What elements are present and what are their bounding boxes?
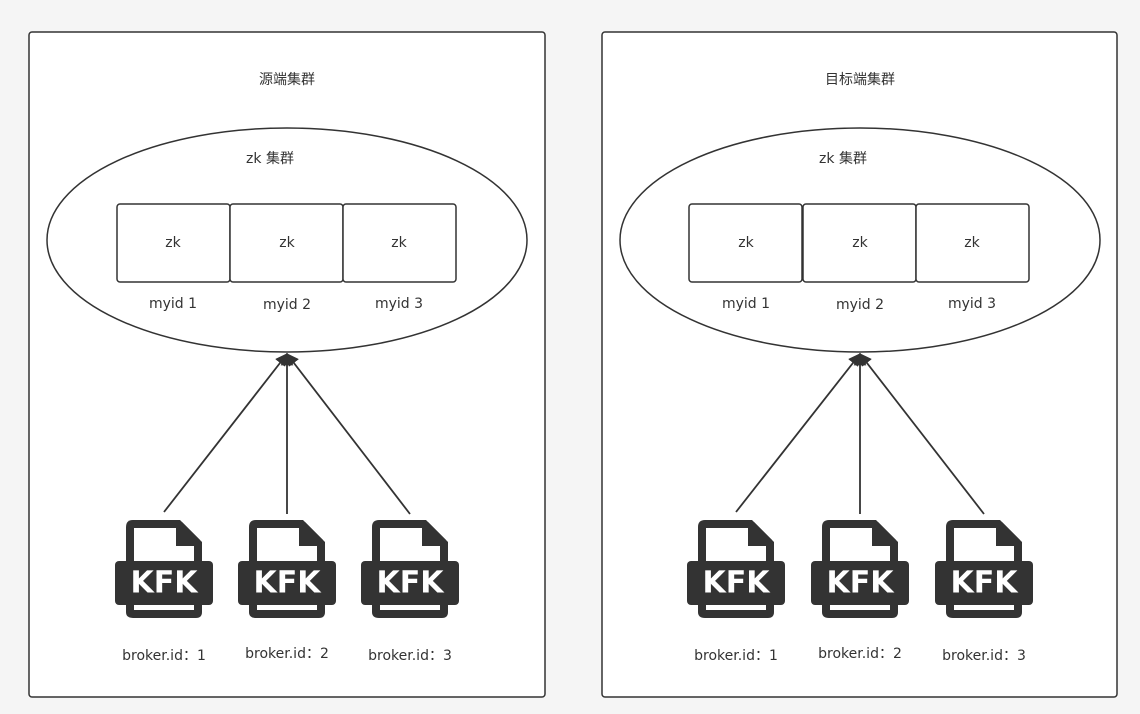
broker-node[interactable]: KFK broker.id：1: [687, 520, 785, 664]
zk-node-box: [688, 203, 803, 283]
cluster-title: 目标端集群: [825, 71, 895, 88]
broker-to-zk-arrow: [163, 353, 288, 513]
zk-node-label: zk: [852, 235, 868, 251]
kafka-icon-text: KFK: [131, 566, 200, 601]
kafka-file-icon: KFK: [115, 520, 213, 618]
broker-to-zk-arrow: [859, 353, 985, 515]
zk-node[interactable]: zk myid 3: [915, 203, 1030, 312]
kafka-file-icon: KFK: [811, 520, 909, 618]
broker-id-label: broker.id：1: [694, 648, 778, 664]
zk-myid-label: myid 3: [948, 296, 996, 312]
kafka-icon-text: KFK: [827, 566, 896, 601]
broker-node[interactable]: KFK broker.id：2: [238, 520, 336, 662]
zk-cluster-label: zk 集群: [246, 150, 294, 167]
broker-id-label: broker.id：3: [942, 648, 1026, 664]
zk-node-label: zk: [964, 235, 980, 251]
broker-id-label: broker.id：1: [122, 648, 206, 664]
zk-node[interactable]: zk myid 3: [342, 203, 457, 312]
zk-node-label: zk: [391, 235, 407, 251]
zk-node-label: zk: [279, 235, 295, 251]
zk-myid-label: myid 1: [149, 296, 197, 312]
zk-cluster-group[interactable]: zk 集群 zk myid 1 zk myid 2 zk myid 3: [619, 127, 1101, 353]
kafka-icon-text: KFK: [254, 566, 323, 601]
broker-node[interactable]: KFK broker.id：3: [361, 520, 459, 664]
source-cluster[interactable]: 源端集群 zk 集群 zk myid 1 zk myid 2 zk myid 3: [28, 31, 546, 698]
broker-node[interactable]: KFK broker.id：2: [811, 520, 909, 662]
zk-node[interactable]: zk myid 1: [116, 203, 231, 312]
broker-node[interactable]: KFK broker.id：1: [115, 520, 213, 664]
kafka-file-icon: KFK: [238, 520, 336, 618]
kafka-icon-text: KFK: [951, 566, 1020, 601]
zk-node-label: zk: [165, 235, 181, 251]
zk-node-box: [342, 203, 457, 283]
zk-myid-label: myid 2: [263, 297, 311, 313]
zk-myid-label: myid 1: [722, 296, 770, 312]
zk-node[interactable]: zk myid 2: [802, 203, 917, 313]
zk-myid-label: myid 3: [375, 296, 423, 312]
broker-node[interactable]: KFK broker.id：3: [935, 520, 1033, 664]
kafka-icon-text: KFK: [377, 566, 446, 601]
zk-cluster-group[interactable]: zk 集群 zk myid 1 zk myid 2 zk myid 3: [46, 127, 528, 353]
kafka-file-icon: KFK: [687, 520, 785, 618]
zk-node-label: zk: [738, 235, 754, 251]
zk-myid-label: myid 2: [836, 297, 884, 313]
kafka-file-icon: KFK: [935, 520, 1033, 618]
kafka-file-icon: KFK: [361, 520, 459, 618]
zk-node[interactable]: zk myid 1: [688, 203, 803, 312]
broker-id-label: broker.id：2: [818, 646, 902, 662]
zk-cluster-label: zk 集群: [819, 150, 867, 167]
cluster-title: 源端集群: [259, 71, 315, 88]
broker-id-label: broker.id：2: [245, 646, 329, 662]
broker-to-zk-arrow: [286, 353, 411, 515]
zk-node-box: [915, 203, 1030, 283]
zk-node[interactable]: zk myid 2: [229, 203, 344, 313]
broker-id-label: broker.id：3: [368, 648, 452, 664]
kafka-icon-text: KFK: [703, 566, 772, 601]
target-cluster[interactable]: 目标端集群 zk 集群 zk myid 1 zk myid 2 zk myid …: [601, 31, 1118, 698]
broker-to-zk-arrow: [735, 353, 861, 513]
